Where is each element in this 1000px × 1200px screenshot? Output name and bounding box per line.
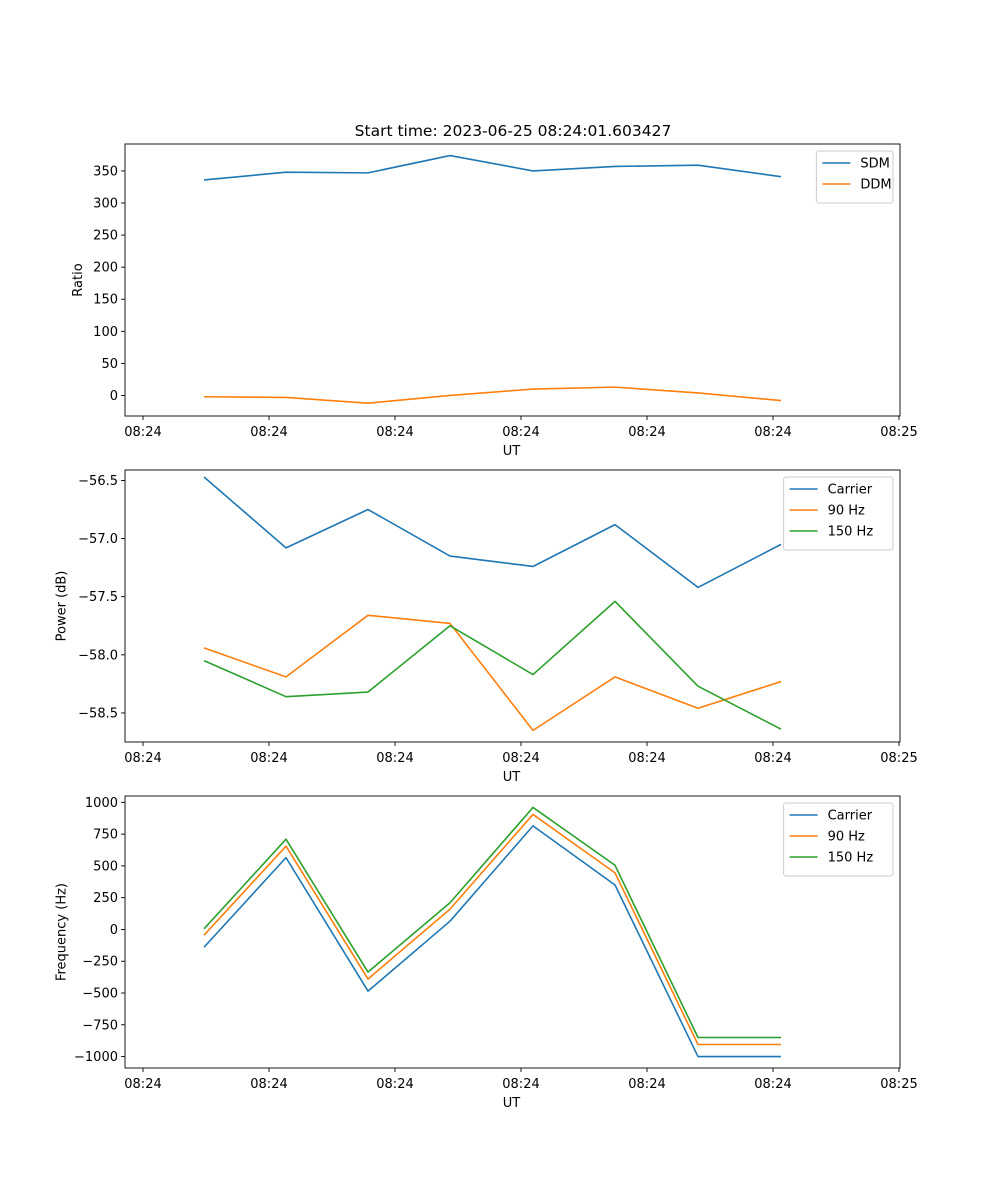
x-tick-label: 08:24 [376,751,413,766]
y-tick-label: 0 [110,923,118,938]
y-axis-label: Ratio [71,263,86,296]
x-tick-label: 08:24 [628,1077,665,1092]
x-tick-label: 08:24 [376,425,413,440]
y-tick-label: 500 [93,859,118,874]
axes-frame [124,795,901,1069]
series-line-90-hz [203,813,781,1046]
x-tick-label: 08:24 [250,1077,287,1092]
y-tick-label: −500 [82,987,118,1002]
y-tick-label: 200 [93,261,118,276]
y-tick-label: −58.0 [78,648,118,663]
x-tick-label: 08:24 [628,425,665,440]
x-tick-label: 08:24 [754,425,791,440]
legend: Carrier 90 Hz 150 Hz [783,802,894,877]
chart-panel-1: 08:24 08:24 08:24 08:24 08:24 08:24 08:25 0 50 10… [71,143,918,459]
x-tick-label: 08:24 [502,751,539,766]
legend: Carrier 90 Hz 150 Hz [783,476,894,551]
y-tick-label: 100 [93,325,118,340]
x-axis-label: UT [503,770,521,785]
x-tick-label: 08:24 [124,1077,161,1092]
x-tick-label: 08:24 [250,751,287,766]
legend-label: SDM [860,157,889,172]
series-line-sdm [203,154,782,181]
figure-title: Start time: 2023-06-25 08:24:01.603427 [355,122,672,140]
series-line-150-hz [203,600,782,730]
series-line-ddm [203,386,782,404]
y-tick-label: −1000 [74,1050,118,1065]
y-tick-label: 250 [93,229,118,244]
series-line-150-hz [203,806,781,1039]
x-tick-label: 08:24 [376,1077,413,1092]
y-tick-label: −57.0 [78,532,118,547]
y-tick-label: 50 [101,357,118,372]
legend-label: 150 Hz [828,525,874,540]
x-tick-label: 08:24 [628,751,665,766]
axes-frame [124,469,901,743]
series-line-90-hz [203,614,782,732]
y-tick-label: −58.5 [78,706,118,721]
y-axis-label: Frequency (Hz) [55,883,70,981]
legend-label: DDM [860,178,891,193]
legend-box [815,150,894,204]
axes-frame [124,143,901,417]
y-tick-label: 750 [93,828,118,843]
y-tick-label: −250 [82,955,118,970]
x-tick-label: 08:25 [880,751,917,766]
panels: 08:24 08:24 08:24 08:24 08:24 08:24 08:25 0 50 10… [55,143,918,1111]
y-tick-label: 0 [110,389,118,404]
chart-panel-3: 08:24 08:24 08:24 08:24 08:24 08:24 08:25 1000 7… [55,795,918,1111]
series-line-carrier [203,476,782,589]
y-tick-label: 250 [93,891,118,906]
y-tick-label: −56.5 [78,474,118,489]
x-tick-label: 08:24 [754,751,791,766]
x-axis-label: UT [503,444,521,459]
chart-panel-2: 08:24 08:24 08:24 08:24 08:24 08:24 08:25 −56.5… [55,469,918,785]
y-tick-label: 350 [93,164,118,179]
legend-label: Carrier [828,483,873,498]
x-tick-label: 08:24 [124,425,161,440]
y-tick-label: −57.5 [78,590,118,605]
legend-label: Carrier [828,809,873,824]
y-tick-label: 300 [93,197,118,212]
y-tick-label: −750 [82,1018,118,1033]
legend: SDM DDM [815,150,894,204]
series-line-carrier [203,825,781,1058]
x-tick-label: 08:25 [880,425,917,440]
y-axis-label: Power (dB) [55,571,70,642]
legend-label: 90 Hz [828,504,865,519]
x-tick-label: 08:25 [880,1077,917,1092]
x-tick-label: 08:24 [502,1077,539,1092]
legend-label: 150 Hz [828,851,874,866]
x-tick-label: 08:24 [754,1077,791,1092]
x-tick-label: 08:24 [124,751,161,766]
x-tick-label: 08:24 [250,425,287,440]
y-tick-label: 1000 [85,796,118,811]
x-tick-label: 08:24 [502,425,539,440]
x-axis-label: UT [503,1096,521,1111]
legend-label: 90 Hz [828,830,865,845]
y-tick-label: 150 [93,293,118,308]
